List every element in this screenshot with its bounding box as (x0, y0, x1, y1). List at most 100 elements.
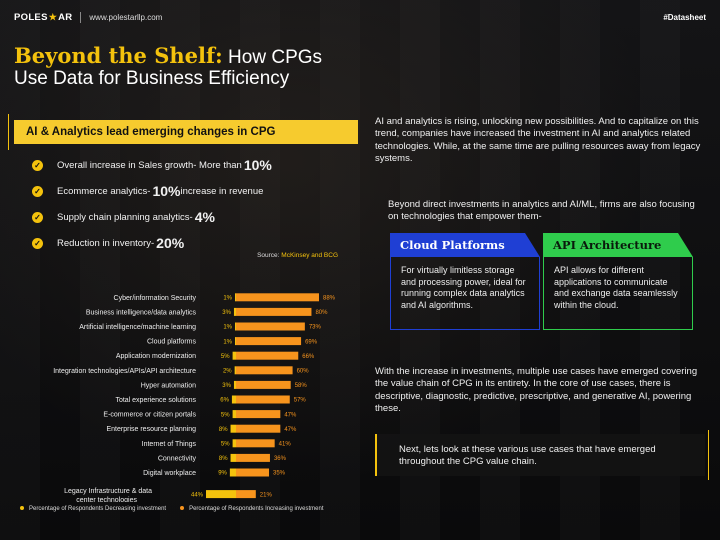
card-title: API Architecture (543, 233, 693, 257)
bar-decreasing (230, 424, 236, 433)
website-link[interactable]: www.polestarllp.com (89, 12, 163, 22)
bar-decreasing (235, 322, 236, 331)
bar-decreasing (232, 351, 236, 360)
title-highlight: Beyond the Shelf: (14, 43, 223, 68)
category-label: Enterprise resource planning (107, 426, 197, 433)
data-label-decreasing: 5% (221, 412, 230, 418)
bar-increasing (236, 439, 275, 448)
bar-decreasing (232, 410, 236, 419)
brand-text-end: AR (58, 11, 73, 23)
intro-paragraph: AI and analytics is rising, unlocking ne… (375, 116, 701, 165)
check-icon: ✓ (32, 185, 43, 197)
stat-value: 10% (243, 157, 272, 173)
data-label-increasing: 88% (323, 296, 336, 302)
bar-decreasing (206, 490, 236, 499)
bar-increasing (236, 322, 305, 331)
source-note: Source: McKinsey and BCG (257, 252, 338, 259)
bar-decreasing (235, 337, 236, 346)
data-label-decreasing: 2% (223, 369, 232, 375)
bar-decreasing (235, 293, 236, 302)
legend-label: Percentage of Respondents Decreasing inv… (29, 506, 167, 512)
data-label-decreasing: 44% (191, 492, 204, 498)
list-item: ✓ Ecommerce analytics- 10% increase in r… (32, 178, 352, 204)
bar-increasing (236, 490, 256, 499)
datasheet-tag: #Datasheet (663, 12, 706, 22)
data-label-increasing: 69% (305, 339, 318, 345)
card-title: Cloud Platforms (390, 233, 540, 257)
brand-text-start: POLES (14, 11, 48, 23)
polestar-logo[interactable]: POLES ★ AR (14, 12, 72, 23)
bar-increasing (236, 351, 299, 360)
bar-increasing (236, 380, 291, 389)
bar-decreasing (229, 468, 236, 477)
data-label-increasing: 73% (309, 325, 322, 331)
beyond-paragraph: Beyond direct investments in analytics a… (388, 199, 695, 223)
data-label-decreasing: 3% (222, 383, 231, 389)
data-label-decreasing: 5% (221, 442, 230, 448)
bar-decreasing (232, 439, 236, 448)
data-label-increasing: 58% (295, 383, 308, 389)
data-label-increasing: 41% (279, 442, 292, 448)
category-label: E-commerce or citizen portals (103, 412, 196, 419)
stat-text: Supply chain planning analytics- (57, 211, 193, 223)
card-api-architecture: API Architecture API allows for differen… (543, 233, 693, 330)
legend-item-decreasing: Percentage of Respondents Decreasing inv… (20, 506, 166, 512)
legend-dot (180, 506, 185, 511)
page-title: Beyond the Shelf: How CPGs Use Data for … (14, 44, 374, 90)
list-item: ✓ Supply chain planning analytics- 4% (32, 204, 352, 230)
category-label: Internet of Things (142, 441, 197, 448)
bar-increasing (236, 337, 302, 346)
card-cloud-platforms: Cloud Platforms For virtually limitless … (390, 233, 540, 330)
bar-decreasing (231, 395, 236, 404)
bar-increasing (236, 293, 319, 302)
card-body: API allows for different applications to… (543, 257, 693, 330)
data-label-decreasing: 1% (223, 339, 232, 345)
data-label-increasing: 35% (273, 471, 286, 477)
list-item: ✓ Overall increase in Sales growth- More… (32, 152, 352, 178)
stat-suffix: increase in revenue (180, 185, 264, 197)
list-item: ✓ Reduction in inventory- 20% (32, 230, 352, 256)
data-label-decreasing: 6% (220, 398, 229, 404)
bar-increasing (236, 453, 270, 462)
data-label-increasing: 47% (284, 412, 297, 418)
divider (80, 11, 82, 23)
category-label: Cyber/information Security (114, 295, 197, 302)
check-icon: ✓ (32, 211, 43, 223)
bar-increasing (236, 395, 290, 404)
chart-legend: Percentage of Respondents Decreasing inv… (20, 506, 324, 512)
data-label-increasing: 80% (315, 310, 328, 316)
stats-list: ✓ Overall increase in Sales growth- More… (32, 152, 352, 256)
bar-increasing (236, 468, 270, 477)
stat-value: 20% (156, 235, 185, 251)
bar-decreasing (233, 307, 236, 316)
title-rest: How CPGs (222, 47, 323, 68)
source-value: McKinsey and BCG (281, 252, 338, 259)
check-icon: ✓ (32, 159, 43, 171)
data-label-decreasing: 3% (222, 310, 231, 316)
data-label-decreasing: 1% (223, 325, 232, 331)
stat-value: 4% (194, 209, 215, 225)
category-label: Total experience solutions (115, 397, 196, 404)
data-label-decreasing: 8% (219, 456, 228, 462)
category-label: Artificial intelligence/machine learning (79, 324, 196, 331)
stat-value: 10% (152, 183, 181, 199)
star-icon: ★ (48, 11, 58, 22)
source-label: Source: (257, 252, 282, 259)
callout-box: Next, lets look at these various use cas… (375, 430, 709, 480)
card-body: For virtually limitless storage and proc… (390, 257, 540, 330)
category-label: Integration technologies/APIs/API archit… (53, 368, 196, 375)
data-label-decreasing: 5% (221, 354, 230, 360)
category-label: Hyper automation (141, 382, 196, 389)
bar-increasing (236, 410, 281, 419)
category-label: Digital workplace (143, 470, 196, 477)
data-label-decreasing: 9% (218, 471, 227, 477)
legend-dot (20, 506, 24, 511)
section-heading: AI & Analytics lead emerging changes in … (8, 114, 358, 150)
data-label-increasing: 21% (260, 492, 273, 498)
stat-text: Ecommerce analytics- (57, 185, 151, 197)
stat-text: Overall increase in Sales growth- More t… (57, 159, 242, 171)
category-label: Connectivity (158, 455, 197, 462)
data-label-increasing: 60% (297, 369, 310, 375)
data-label-increasing: 47% (284, 427, 297, 433)
category-label: Application modernization (116, 353, 196, 360)
